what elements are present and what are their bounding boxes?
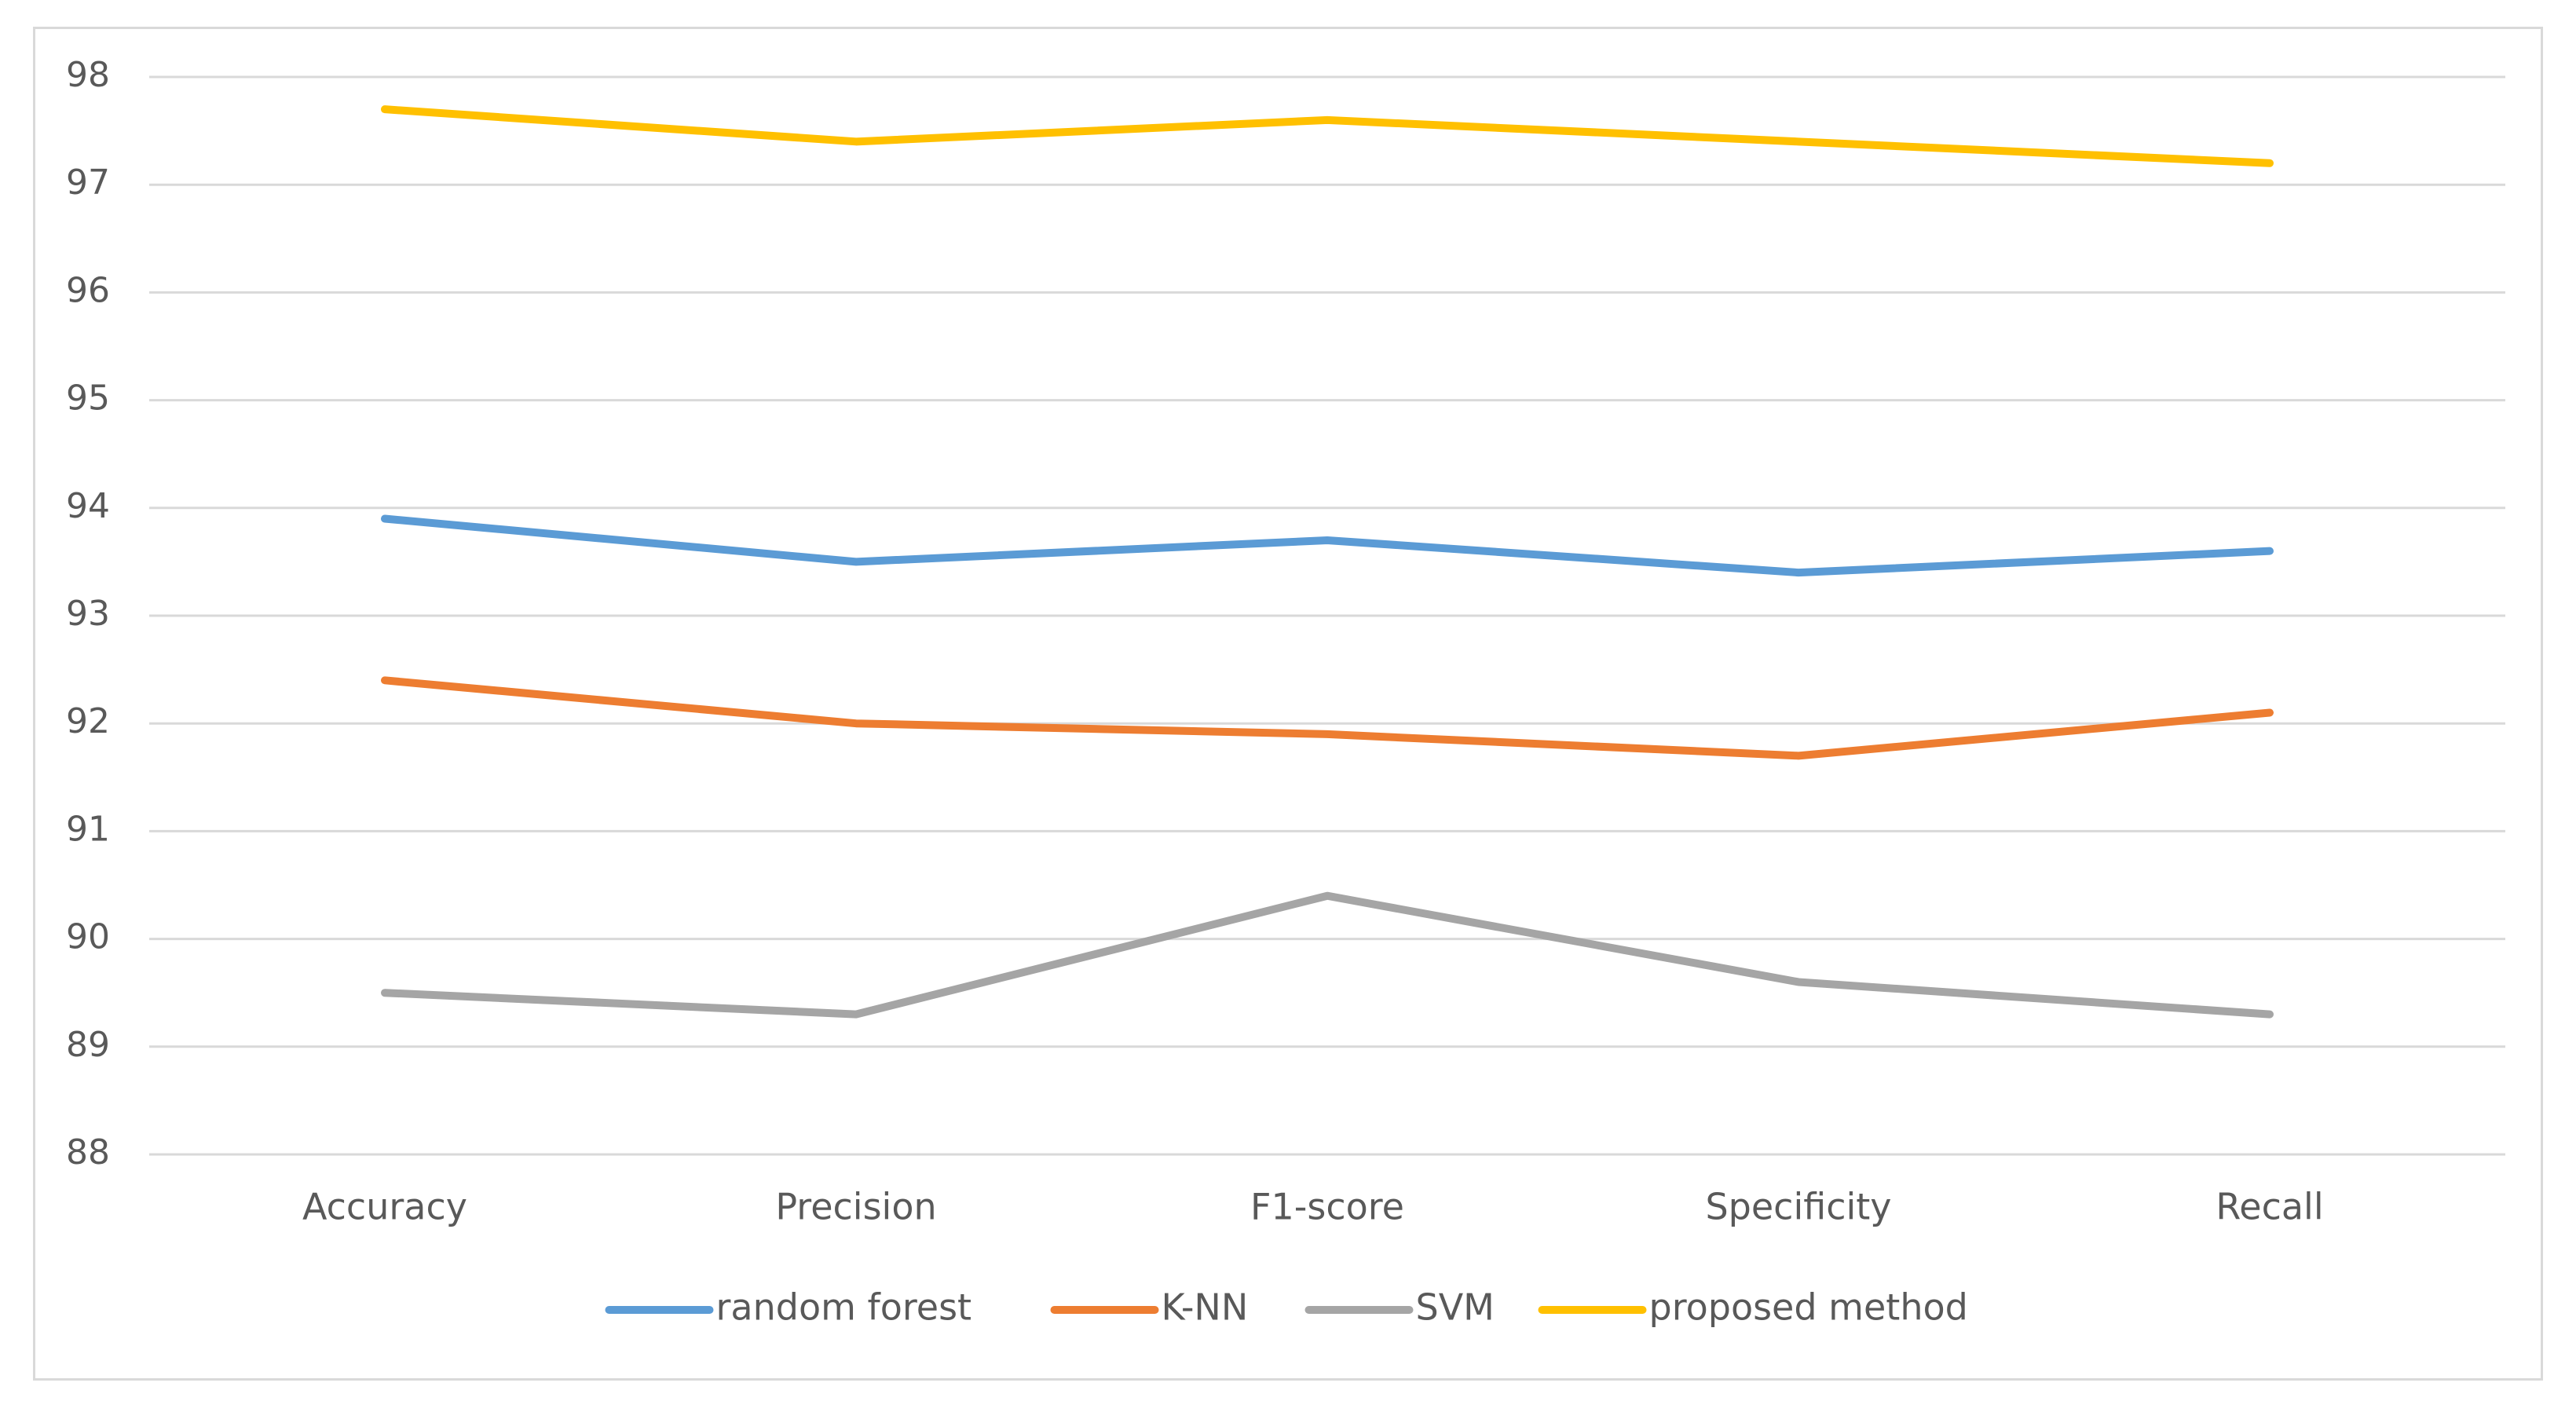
legend-label-random-forest: random forest [716,1286,972,1329]
x-axis-ticks: Accuracy Precision F1-score Specificity Reca… [302,1186,2324,1228]
data-point: random forest Precision: 93.5 [855,561,857,563]
data-point: SVM Accuracy: 89.5 [384,992,386,994]
data-point: K-NN Precision: 92 [855,722,857,725]
data-point: K-NN Specificity: 91.7 [1798,755,1799,757]
legend-label-svm: SVM [1416,1286,1495,1329]
series-line-svm [381,891,2274,1019]
y-tick-label: 89 [66,1025,110,1065]
y-tick-label: 96 [66,270,110,310]
series-line-proposed-method [381,105,2274,167]
series-line-random-forest [381,514,2274,577]
y-tick-label: 90 [66,917,110,957]
data-point: proposed method F1-score: 97.6 [1326,119,1328,121]
data-point: proposed method Precision: 97.4 [855,141,857,143]
data-point: K-NN Recall: 92.1 [2269,711,2270,714]
series-line-k-nn [381,676,2274,760]
data-point: K-NN Accuracy: 92.4 [384,679,386,682]
legend: random forest K-NN SVM proposed method [605,1286,1968,1329]
x-tick-label: F1-score [1250,1186,1404,1228]
y-tick-label: 95 [66,379,110,419]
legend-label-proposed-method: proposed method [1649,1286,1968,1329]
data-point: proposed method Recall: 97.2 [2269,162,2270,164]
data-point: random forest Accuracy: 93.9 [384,518,386,520]
data-point: SVM Specificity: 89.6 [1798,981,1799,983]
x-tick-label: Precision [775,1186,936,1228]
data-point: random forest Specificity: 93.4 [1798,572,1799,574]
data-point: SVM Precision: 89.3 [855,1013,857,1015]
y-tick-label: 88 [66,1132,110,1172]
series-lines: random forest Accuracy: 93.9 random fores… [381,105,2274,1019]
legend-label-k-nn: K-NN [1162,1286,1249,1329]
x-tick-label: Accuracy [302,1186,467,1228]
data-point: proposed method Specificity: 97.4 [1798,141,1799,143]
x-tick-label: Recall [2216,1186,2323,1228]
data-point: SVM Recall: 89.3 [2269,1013,2270,1015]
data-point: K-NN F1-score: 91.9 [1326,733,1328,735]
x-tick-label: Specificity [1705,1186,1891,1228]
y-tick-label: 97 [66,163,110,203]
y-tick-label: 91 [66,809,110,849]
y-tick-label: 94 [66,486,110,526]
y-tick-label: 98 [66,55,110,95]
gridlines [149,75,2505,1156]
data-point: random forest F1-score: 93.7 [1326,539,1328,541]
data-point: proposed method Accuracy: 97.7 [384,108,386,111]
data-point: random forest Recall: 93.6 [2269,550,2270,552]
y-axis-ticks: 88 89 90 91 92 93 94 95 96 97 98 [66,55,110,1172]
data-point: SVM F1-score: 90.4 [1326,894,1328,897]
y-tick-label: 92 [66,701,110,741]
y-tick-label: 93 [66,594,110,634]
